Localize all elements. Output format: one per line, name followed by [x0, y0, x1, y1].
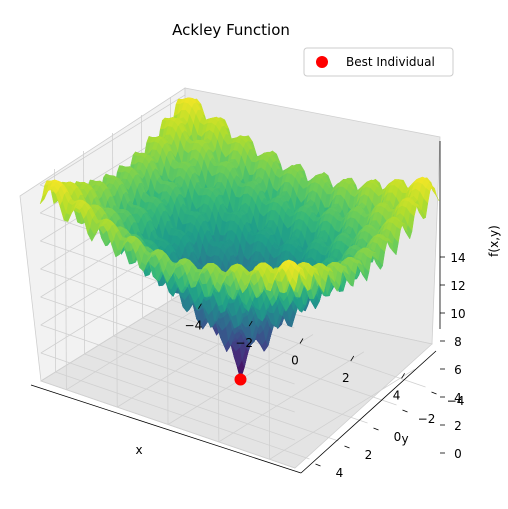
legend-marker [316, 56, 328, 68]
y-tick-label: −4 [447, 394, 465, 408]
grid-line-z [40, 380, 296, 469]
z-tick-label: 12 [450, 279, 465, 293]
x-tick-mark [299, 338, 304, 344]
z-axis-label: f(x,y) [487, 225, 501, 257]
x-tick-label: 0 [291, 354, 299, 368]
grid-line-z [40, 324, 295, 413]
x-tick-mark [248, 320, 253, 327]
y-tick-mark [373, 427, 379, 431]
x-tick-label: 4 [393, 388, 401, 402]
y-tick-mark [402, 409, 408, 413]
y-tick-label: 2 [365, 448, 373, 462]
legend: Best Individual [303, 47, 454, 77]
grid-line-y [142, 317, 397, 406]
y-tick-label: 0 [394, 430, 402, 444]
y-tick-mark [344, 445, 350, 449]
surface-patch [289, 277, 297, 292]
x-axis-label: x [135, 443, 142, 457]
ackley-surface [39, 97, 440, 380]
best-individual-point [234, 373, 247, 386]
z-tick-label: 6 [454, 363, 462, 377]
x-tick-mark [198, 303, 202, 309]
x-tick-mark [350, 355, 355, 362]
z-tick-label: 8 [454, 335, 462, 349]
y-tick-mark [431, 391, 437, 395]
x-tick-mark [401, 373, 405, 379]
x-tick-label: 2 [342, 371, 350, 385]
grid-line-z [40, 296, 295, 385]
legend-label: Best Individual [346, 55, 435, 69]
z-tick-label: 4 [454, 391, 462, 405]
y-tick-label: −2 [418, 412, 436, 426]
grid-line-z [40, 290, 187, 382]
y-tick-label: 4 [336, 466, 344, 480]
x-tick-label: −4 [185, 319, 203, 333]
y-axis-label: y [401, 432, 408, 446]
z-tick-label: 14 [450, 251, 465, 265]
grid-line-y [55, 371, 310, 460]
z-tick-label: 0 [454, 447, 462, 461]
y-axis-line [300, 350, 437, 474]
z-tick-label: 10 [450, 307, 465, 321]
legend-frame [303, 47, 454, 77]
grid-line-z [39, 94, 186, 186]
z-tick-label: 2 [454, 419, 462, 433]
grid-line-z [40, 352, 295, 441]
x-axis-line [30, 384, 302, 474]
y-tick-mark [315, 463, 321, 467]
x-tick-label: −2 [235, 336, 253, 350]
chart-title: Ackley Function [172, 21, 290, 39]
grid-line-y [84, 353, 339, 442]
